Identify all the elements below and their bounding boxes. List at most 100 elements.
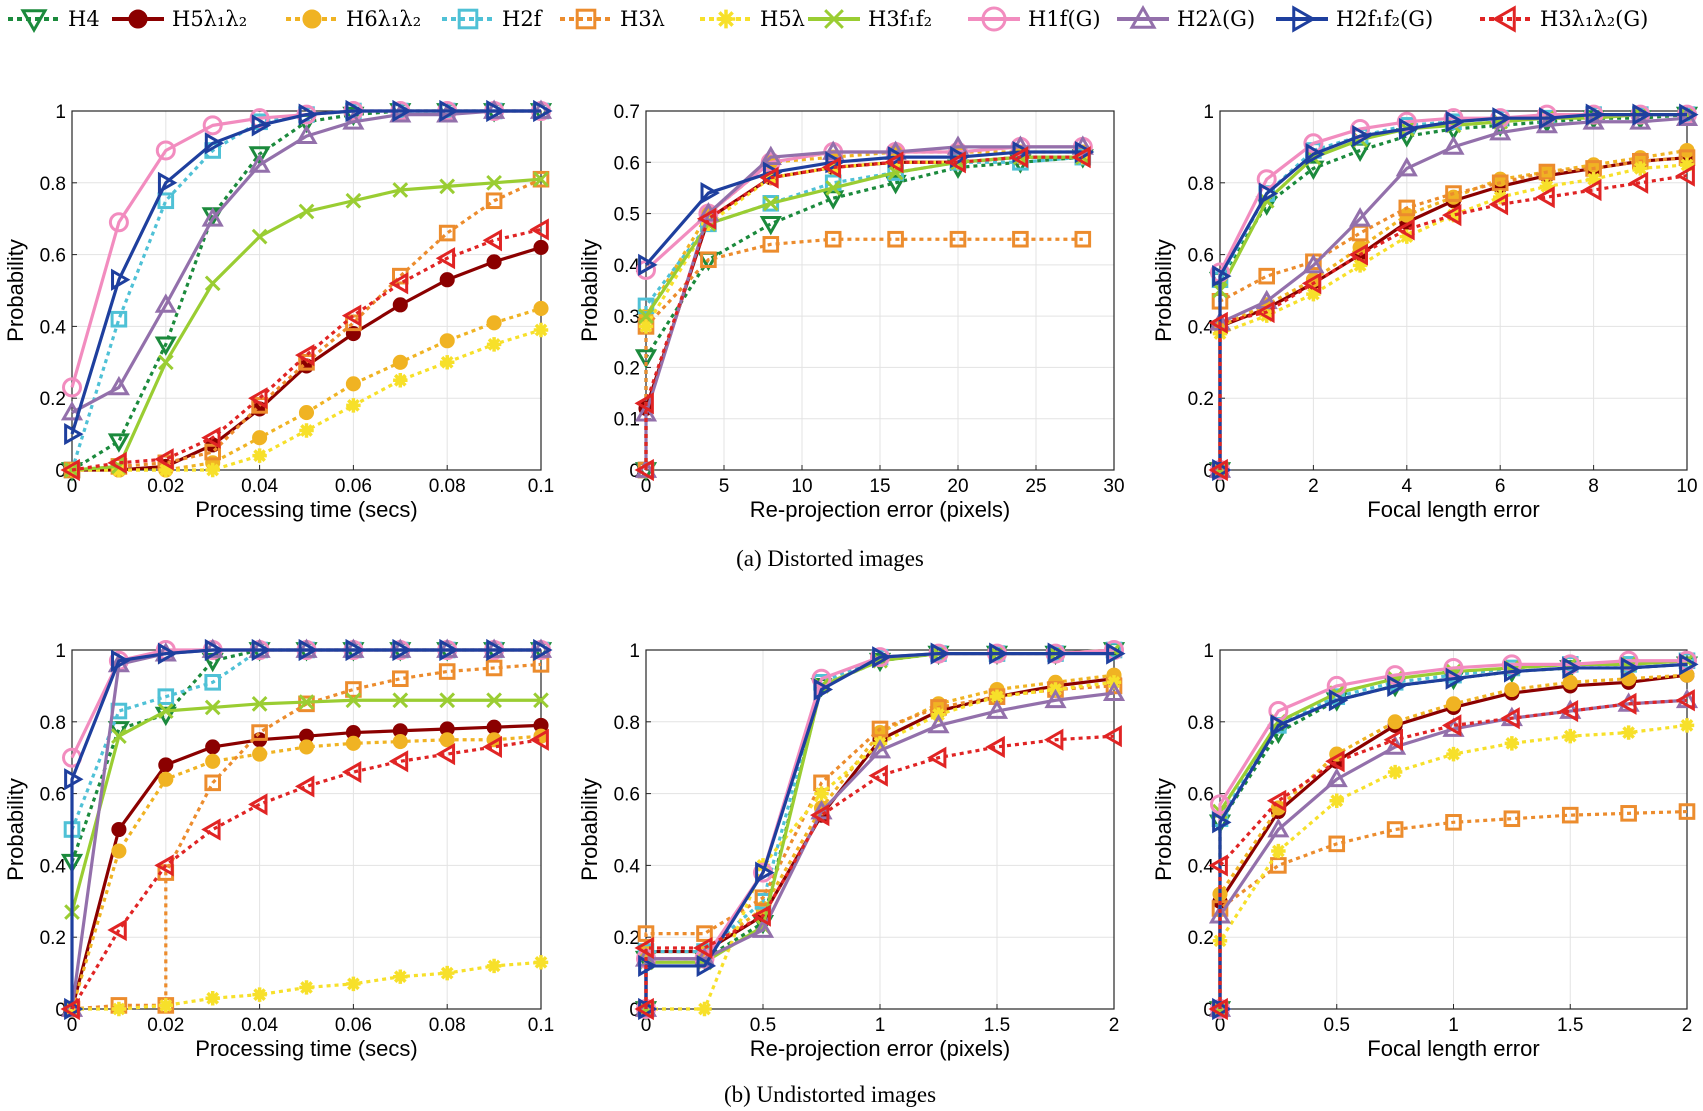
panel-a3: 0 2 4 6 8 10 0 0.2 0.4 0.6 0.8 1 Focal length error P…	[1151, 102, 1699, 522]
series-H3llG	[634, 725, 1122, 1021]
series-line-H3ff	[644, 155, 1083, 318]
data-point-H3llG	[341, 304, 362, 327]
x-tick-label: 0.5	[750, 1015, 776, 1036]
data-point-H5l	[1539, 179, 1555, 194]
series-line-H2ffG	[644, 150, 1083, 266]
x-tick-label: 6	[1495, 476, 1506, 497]
data-point-H3ff	[533, 171, 549, 188]
legend-label-H5ll: H5λ₁λ₂	[172, 7, 247, 31]
y-tick-label: 0	[55, 1000, 66, 1021]
data-point-H3llG	[1208, 997, 1228, 1021]
data-point-H2ffG	[533, 638, 553, 662]
y-tick-label: 0.3	[614, 307, 640, 328]
data-point-H5ll	[533, 239, 549, 255]
y-tick-label: 1	[1203, 641, 1214, 662]
data-point-H2lG	[201, 207, 224, 227]
data-point-H3l	[392, 670, 409, 688]
data-point-H2lG	[107, 375, 130, 396]
series-line-H6ll	[644, 673, 1115, 1009]
y-axis-label: Probability	[1151, 239, 1176, 342]
x-tick-label: 0	[67, 476, 78, 497]
data-point-H2ffG	[439, 99, 459, 123]
data-point-H3llG	[634, 997, 654, 1021]
series-line-H3llG	[1218, 698, 1688, 1009]
series-line-H2lG	[644, 691, 1115, 1009]
series-line-H2lG	[71, 109, 541, 414]
data-point-H5ll	[486, 254, 502, 270]
data-point-H3l	[871, 720, 889, 738]
data-point-H2ffG	[345, 99, 365, 123]
data-point-H1fG	[155, 140, 176, 161]
x-tick-label: 25	[1025, 476, 1046, 497]
data-point-H6ll	[1562, 674, 1578, 690]
data-point-H6ll	[158, 771, 174, 787]
data-point-H6ll	[252, 430, 268, 446]
series-line-H3ff	[1218, 112, 1687, 470]
data-point-H3ff	[439, 692, 456, 709]
x-tick-label: 0.06	[335, 1015, 372, 1036]
y-tick-label: 0.6	[614, 785, 640, 806]
data-point-H3ff	[762, 195, 779, 212]
data-point-H3l	[1445, 814, 1462, 831]
data-point-H2lG	[1044, 688, 1067, 709]
data-point-H5l	[814, 786, 829, 801]
data-point-H2ffG	[392, 99, 412, 123]
data-point-H3llG	[1071, 146, 1091, 169]
data-point-H2ffG	[64, 423, 84, 446]
x-tick-label: 0	[641, 1015, 652, 1036]
data-point-H1fG	[1385, 665, 1406, 686]
data-point-H5ll	[439, 272, 455, 288]
data-point-H2ffG	[887, 146, 908, 169]
x-tick-label: 0	[1215, 1015, 1226, 1036]
series-line-H6ll	[1218, 673, 1688, 1009]
data-point-H2ffG	[64, 768, 84, 791]
x-tick-label: 0.08	[429, 476, 466, 497]
data-point-H2ffG	[696, 954, 717, 978]
data-point-H3llG	[435, 247, 456, 270]
data-point-H5l	[252, 987, 267, 1002]
data-point-H3llG	[294, 344, 315, 367]
data-point-H2lG	[342, 110, 365, 130]
data-point-H3l	[1012, 230, 1029, 248]
data-point-H3ff	[345, 192, 362, 209]
data-point-H5l	[1679, 718, 1695, 733]
data-point-H2ffG	[1504, 660, 1524, 683]
data-point-H2ffG	[700, 181, 720, 205]
data-point-H6ll	[111, 843, 127, 859]
data-point-H3ff	[392, 182, 409, 198]
data-point-H6ll	[533, 300, 549, 317]
legend-marker-H6ll	[302, 9, 322, 29]
data-point-H3llG	[884, 151, 904, 174]
data-point-H5l	[393, 373, 408, 388]
plots: 0 0.02 0.04 0.06 0.08 0.1 0 0.2 0.4 0.6 0.8 1 Proces…	[3, 99, 1699, 1061]
data-point-H2f	[204, 674, 221, 691]
series-H5l	[638, 149, 1091, 334]
data-point-H3ff	[825, 180, 842, 196]
legend-marker-H2ffG	[1292, 5, 1317, 33]
series-H3llG	[60, 728, 549, 1021]
data-point-H2lG	[295, 124, 318, 145]
data-point-H3llG	[634, 392, 654, 415]
data-point-H3llG	[946, 151, 966, 174]
data-point-H5l	[1387, 764, 1403, 780]
series-H2ffG	[638, 140, 1095, 276]
y-axis-label: Probability	[1151, 778, 1176, 881]
series-H2ffG	[1212, 103, 1699, 482]
y-tick-label: 0.2	[1188, 389, 1214, 410]
data-point-H4	[759, 215, 782, 236]
x-axis-label: Processing time (secs)	[195, 1036, 418, 1061]
x-tick-label: 0.1	[528, 1015, 554, 1036]
data-point-H3llG	[248, 793, 268, 816]
data-point-H2lG	[868, 738, 892, 759]
data-point-H3l	[1074, 230, 1092, 248]
data-point-H5l	[486, 958, 502, 974]
data-point-H2ffG	[1620, 656, 1641, 680]
data-point-H2ffG	[1539, 107, 1559, 130]
x-tick-label: 1.5	[984, 1015, 1010, 1036]
data-point-H5l	[1586, 171, 1601, 187]
data-point-H5l	[533, 955, 549, 970]
data-point-H3llG	[1617, 692, 1637, 715]
data-point-H3llG	[482, 229, 502, 252]
series-line-H3llG	[644, 734, 1115, 1009]
data-point-H2f	[110, 310, 128, 328]
